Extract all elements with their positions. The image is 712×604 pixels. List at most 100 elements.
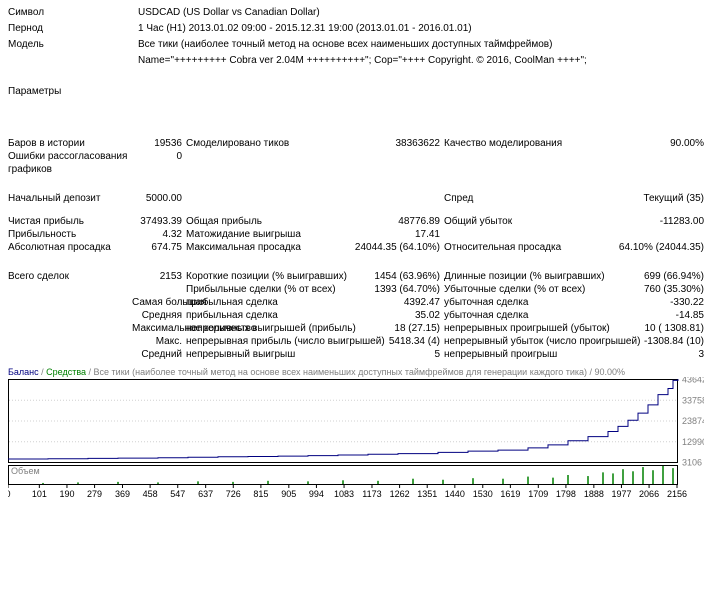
svg-text:1440: 1440 [445,489,465,499]
model-label: Модель [8,38,138,52]
stat-label: Убыточные сделки (% от всех) [444,283,604,296]
svg-text:547: 547 [170,489,185,499]
stat-label: Абсолютная просадка [8,241,128,254]
stat-label: Баров в истории [8,137,128,150]
ea-line: Name="+++++++++ Cobra ver 2.04M ++++++++… [138,54,704,68]
equity-chart: 43642 33758 23874 12990 3106 Объем 0 101 190 279 3… [8,377,704,507]
stat-value: 35.02 [350,309,440,322]
stat-value: 17.41 [350,228,440,241]
svg-text:1798: 1798 [556,489,576,499]
params-label: Параметры [8,86,704,97]
svg-text:23874: 23874 [682,416,704,426]
svg-text:1709: 1709 [528,489,548,499]
stat-value: 1393 (64.70%) [350,283,440,296]
stat-value: 760 (35.30%) [608,283,704,296]
stat-qualifier: Средний [132,348,182,361]
svg-text:12990: 12990 [682,437,704,447]
stat-label: непрерывных проигрышей (убыток) [444,322,604,335]
stat-label: непрерывный выигрыш [186,348,346,361]
svg-text:33758: 33758 [682,395,704,405]
chart-caption: Баланс / Средства / Все тики (наиболее т… [8,367,704,377]
stat-value: -14.85 [608,309,704,322]
svg-text:1530: 1530 [473,489,493,499]
stat-qualifier: Макс. [132,335,182,348]
svg-text:905: 905 [281,489,296,499]
stat-label: Матожидание выигрыша [186,228,346,241]
svg-text:1262: 1262 [390,489,410,499]
svg-text:1619: 1619 [500,489,520,499]
svg-text:0: 0 [8,489,11,499]
stat-label: прибыльная сделка [186,309,346,322]
stat-label: Прибыльные сделки (% от всех) [186,283,346,296]
row-period: Пернод 1 Час (H1) 2013.01.02 09:00 - 201… [8,22,704,36]
svg-text:637: 637 [198,489,213,499]
symbol-label: Символ [8,6,138,20]
stat-label: непрерывная прибыль (число выигрышей) [186,335,346,348]
stat-label: Качество моделирования [444,137,604,150]
stat-value: 674.75 [132,241,182,254]
caption-balance: Баланс [8,367,39,377]
stat-label: Длинные позиции (% выигравших) [444,270,604,283]
svg-text:1977: 1977 [611,489,631,499]
row-model: Модель Все тики (наиболее точный метод н… [8,38,704,52]
stat-value: -330.22 [608,296,704,309]
svg-text:43642: 43642 [682,377,704,385]
stat-value: 3 [608,348,704,361]
stat-label: Прибыльность [8,228,128,241]
stat-value: 64.10% (24044.35) [608,241,704,254]
stat-label: Относительная просадка [444,241,604,254]
svg-text:1351: 1351 [417,489,437,499]
svg-text:1888: 1888 [584,489,604,499]
stat-qualifier: Максимальное количество [132,322,182,335]
svg-text:1083: 1083 [334,489,354,499]
stat-label: Всего сделок [8,270,128,283]
stat-label: Чистая прибыль [8,215,128,228]
svg-text:279: 279 [87,489,102,499]
svg-text:2156: 2156 [667,489,687,499]
svg-text:2066: 2066 [639,489,659,499]
period-value: 1 Час (H1) 2013.01.02 09:00 - 2015.12.31… [138,22,704,36]
svg-text:3106: 3106 [682,458,702,468]
svg-text:101: 101 [32,489,47,499]
stat-value: 24044.35 (64.10%) [350,241,440,254]
stat-value: 18 (27.15) [350,322,440,335]
stat-value: 10 ( 1308.81) [608,322,704,335]
stat-label: прибыльная сделка [186,296,346,309]
symbol-value: USDCAD (US Dollar vs Canadian Dollar) [138,6,704,20]
stat-value: Текущий (35) [608,192,704,205]
svg-text:994: 994 [309,489,324,499]
svg-text:815: 815 [253,489,268,499]
svg-text:726: 726 [226,489,241,499]
stat-label: убыточная сделка [444,309,604,322]
period-label: Пернод [8,22,138,36]
svg-text:Объем: Объем [11,466,40,476]
stat-value: 37493.39 [132,215,182,228]
stat-value: 699 (66.94%) [608,270,704,283]
stat-value: -1308.84 (10) [608,335,704,348]
stat-value: 19536 [132,137,182,150]
row-ea: Name="+++++++++ Cobra ver 2.04M ++++++++… [8,54,704,68]
stat-label: Общий убыток [444,215,604,228]
svg-text:369: 369 [115,489,130,499]
stat-label: непрерывный убыток (число проигрышей) [444,335,604,348]
svg-text:458: 458 [143,489,158,499]
stat-value: 5 [350,348,440,361]
stat-value: 48776.89 [350,215,440,228]
stat-value: 38363622 [350,137,440,150]
stat-label: убыточная сделка [444,296,604,309]
svg-text:1173: 1173 [362,489,381,499]
stat-qualifier: Самая большая [132,296,182,309]
row-symbol: Символ USDCAD (US Dollar vs Canadian Dol… [8,6,704,20]
stat-value: 4392.47 [350,296,440,309]
svg-text:190: 190 [59,489,74,499]
stat-value: 0 [132,150,182,163]
stat-qualifier: Средняя [132,309,182,322]
stat-value: -11283.00 [608,215,704,228]
stat-label: непрерывный проигрыш [444,348,604,361]
caption-rest: Все тики (наиболее точный метод на основ… [94,367,625,377]
stat-value: 1454 (63.96%) [350,270,440,283]
stat-value: 4.32 [132,228,182,241]
stat-value: 90.00% [608,137,704,150]
stats-grid: Баров в истории 19536 Смоделировано тико… [8,137,704,361]
stat-value: 5000.00 [132,192,182,205]
